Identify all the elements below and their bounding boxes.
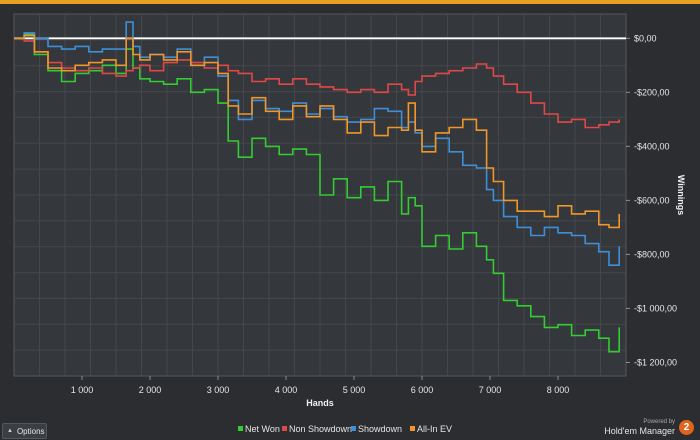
x-tick-label: 5 000	[343, 385, 366, 395]
x-tick-label: 6 000	[411, 385, 434, 395]
options-button[interactable]: ▲ Options	[2, 423, 47, 439]
y-tick-label: -$200,00	[634, 87, 670, 97]
y-axis-ticks: $0,00 -$200,00 -$400,00 -$600,00 -$800,00 -$1…	[626, 33, 677, 367]
y-tick-label: -$1 000,00	[634, 303, 677, 313]
series-lines	[14, 21, 620, 353]
legend-swatch-all-in-ev	[410, 426, 415, 431]
series-line-net-won	[14, 33, 620, 353]
legend-swatch-showdown	[351, 426, 356, 431]
y-tick-label: -$400,00	[634, 141, 670, 151]
branding: Powered by Hold'em Manager 2	[604, 416, 694, 438]
options-label: Options	[16, 426, 45, 436]
y-tick-label: -$600,00	[634, 195, 670, 205]
hm2-logo-icon: 2	[679, 419, 694, 435]
y-axis-title: Winnings	[676, 175, 686, 215]
y-tick-label: $0,00	[634, 33, 657, 43]
legend-label-all-in-ev: All-In EV	[417, 424, 452, 434]
winnings-line-chart: 1 000 2 000 3 000 4 000 5 000 6 000 7 000 8 000…	[13, 13, 686, 434]
series-line-showdown	[14, 21, 620, 266]
x-tick-label: 4 000	[275, 385, 298, 395]
legend-swatch-non-showdown	[282, 426, 287, 431]
series-line-non-showdown	[14, 37, 620, 129]
legend-label-net-won: Net Won	[245, 424, 280, 434]
x-tick-label: 8 000	[547, 385, 570, 395]
caret-up-icon: ▲	[7, 428, 13, 434]
product-name: Hold'em Manager	[604, 425, 675, 436]
y-tick-label: -$800,00	[634, 249, 670, 259]
powered-by-text: Powered by	[643, 418, 675, 425]
window-top-strip	[0, 0, 700, 4]
legend-label-non-showdown: Non Showdown	[289, 424, 352, 434]
x-tick-label: 3 000	[207, 385, 230, 395]
legend-label-showdown: Showdown	[358, 424, 402, 434]
y-tick-label: -$1 200,00	[634, 357, 677, 367]
x-tick-label: 7 000	[479, 385, 502, 395]
x-axis-ticks: 1 000 2 000 3 000 4 000 5 000 6 000 7 000 8 000	[71, 376, 570, 395]
chart-legend: Net Won Non Showdown Showdown All-In EV	[238, 424, 452, 434]
series-line-all-in-ev	[14, 34, 620, 229]
legend-swatch-net-won	[238, 426, 243, 431]
x-tick-label: 2 000	[139, 385, 162, 395]
x-tick-label: 1 000	[71, 385, 94, 395]
x-axis-title: Hands	[306, 398, 334, 408]
